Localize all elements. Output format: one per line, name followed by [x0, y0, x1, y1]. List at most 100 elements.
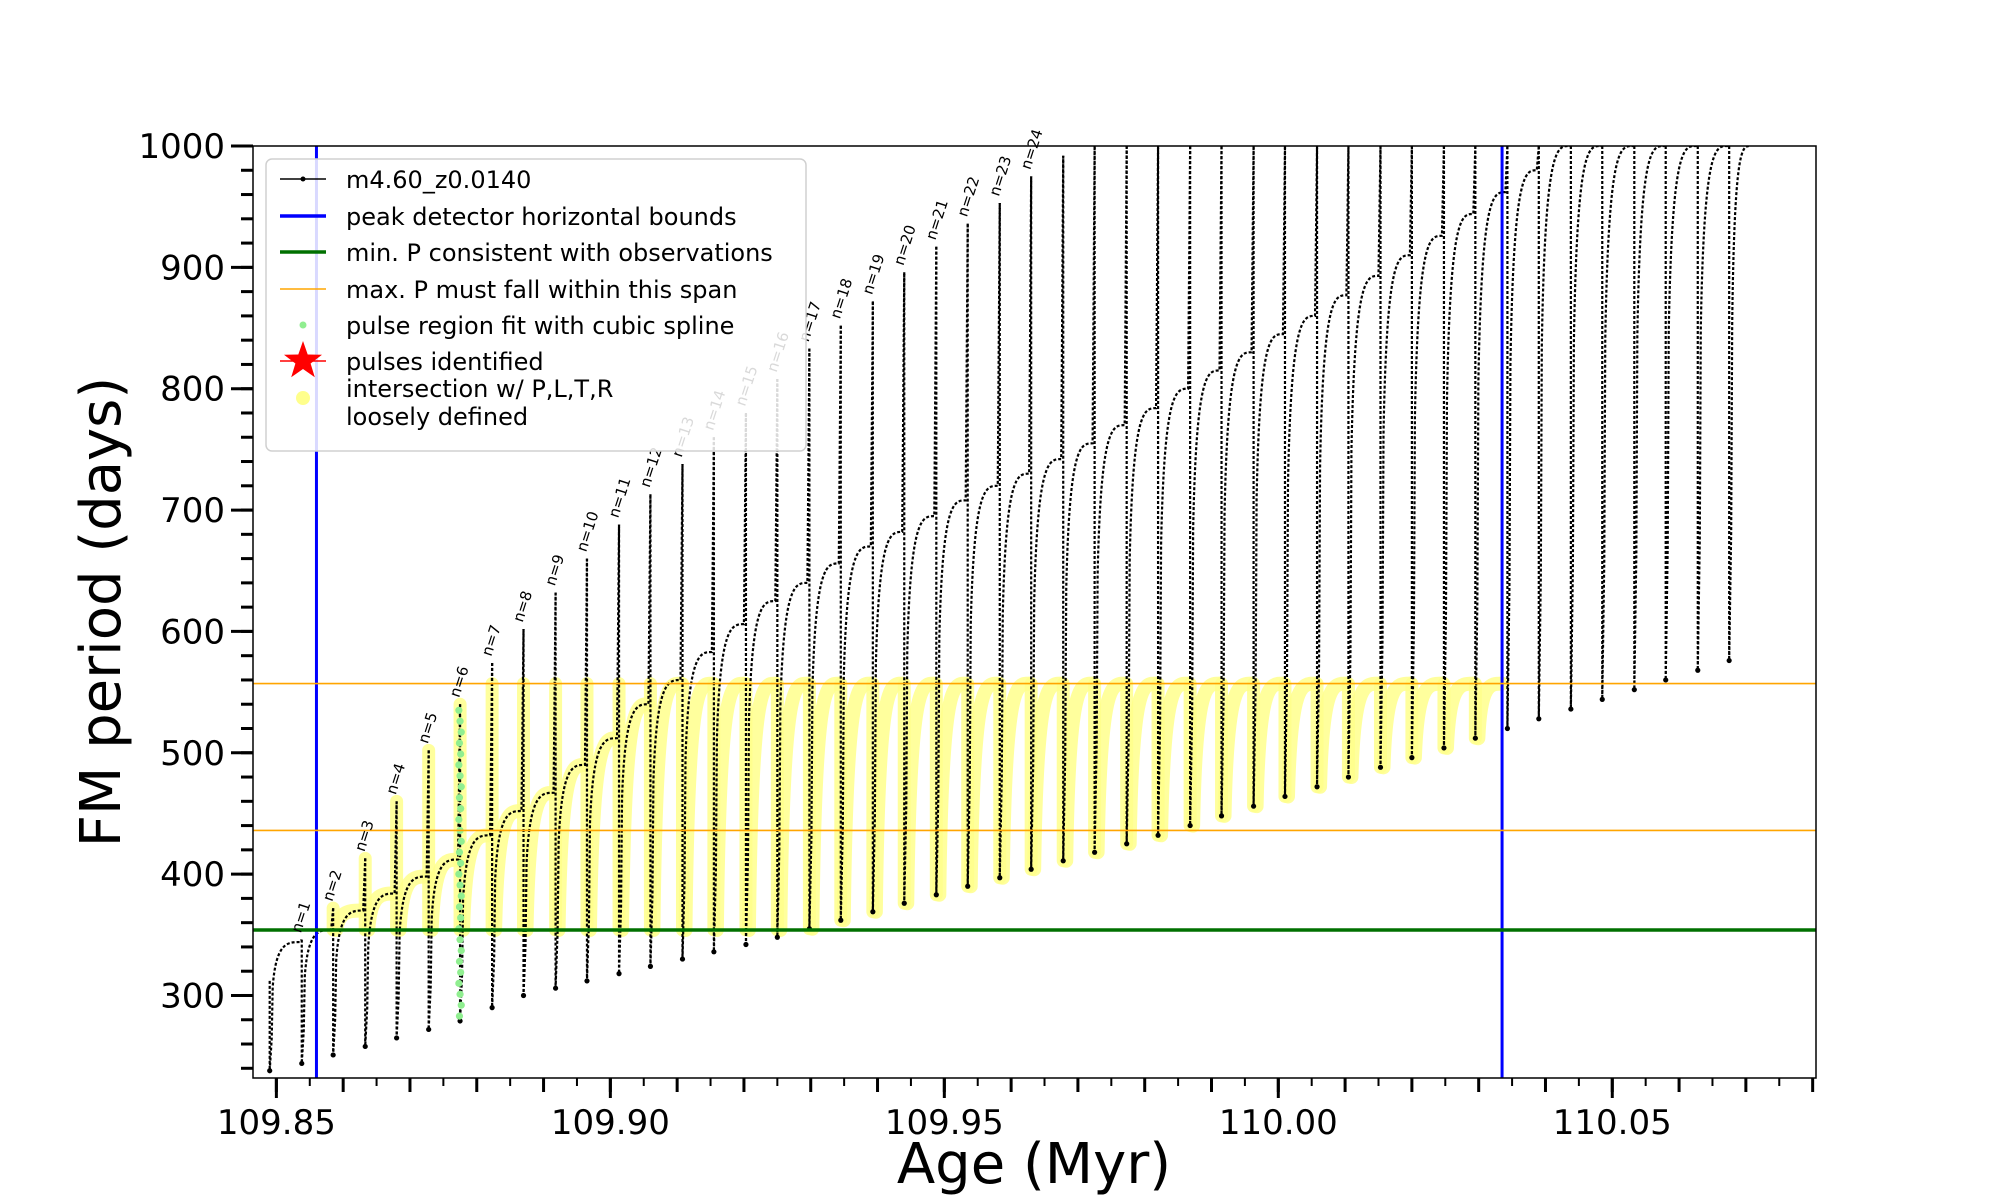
- track-pulse-minimum-point: [1663, 677, 1669, 683]
- reference-lines: [253, 146, 1816, 1078]
- spline-fit-point: [457, 859, 465, 867]
- track-pulse-segment: [1410, 146, 1446, 758]
- spline-fit-point: [457, 892, 465, 900]
- track-pulse-minimum-point: [1218, 813, 1225, 819]
- track-pulse-segment: [1664, 146, 1698, 680]
- track-pulse-minimum-point: [1028, 866, 1034, 872]
- legend-entry: pulses identified: [280, 341, 544, 378]
- x-axis: 109.85 109.90 109.95 110.00 110.05: [217, 1078, 1815, 1143]
- intersection-band-arc: [615, 697, 656, 937]
- track-pulse-minimum-point: [299, 1060, 305, 1067]
- y-tick-label: 800: [160, 370, 225, 410]
- track-pulse-minimum-point: [711, 949, 717, 955]
- spline-fit-point: [456, 772, 464, 780]
- spline-fit-point: [455, 794, 464, 802]
- track-pulse-minimum-point: [1631, 687, 1637, 693]
- track-pulse-segment: [1093, 146, 1128, 853]
- spline-fit-point: [455, 761, 463, 769]
- track-pulse-minimum-point: [1250, 803, 1257, 809]
- track-pulse-segment: [839, 301, 874, 921]
- track-pulse-minimum-point: [1472, 735, 1478, 741]
- track-pulse-segment: [1474, 146, 1509, 739]
- legend-label: pulse region fit with cubic spline: [346, 312, 734, 340]
- y-tick-label: 900: [160, 248, 225, 288]
- track-pulse-segment: [1506, 146, 1540, 729]
- legend-entry: pulse region fit with cubic spline: [299, 312, 734, 340]
- legend-entry: min. P consistent with observations: [280, 239, 773, 267]
- legend-swatch: [299, 321, 307, 329]
- track-pulse-minimum-point: [426, 1026, 432, 1033]
- track-pulse-minimum-point: [1345, 774, 1352, 780]
- spline-fit-point: [455, 739, 464, 747]
- track-pulse-segment: [1030, 155, 1065, 870]
- y-axis: 300 400 500 600 700 800 900 1000: [138, 127, 253, 1070]
- track-pulse-segment: [1156, 146, 1192, 836]
- spline-fit-point: [457, 750, 465, 758]
- track-pulse-minimum-point: [965, 883, 971, 889]
- track-pulse-minimum-point: [1568, 706, 1574, 712]
- track-pulse-minimum-point: [933, 892, 939, 898]
- track-pulse-segment: [871, 272, 906, 912]
- track-pulse-segment: [808, 325, 842, 929]
- track-pulse-segment: [458, 662, 494, 1022]
- legend-label-continued: loosely defined: [346, 403, 528, 431]
- track-pulse-segment: [332, 858, 367, 1056]
- spline-fit-point: [457, 1001, 465, 1009]
- x-axis-label: Age (Myr): [897, 1132, 1171, 1197]
- spline-fit-point: [456, 881, 464, 889]
- legend-label: intersection w/ P,L,T,R: [346, 375, 613, 403]
- track-pulse-segment: [1062, 146, 1096, 861]
- track-pulse-segment: [395, 750, 430, 1039]
- spline-fit-point: [456, 717, 464, 725]
- track-pulse-segment: [300, 908, 335, 1064]
- spline-fit-point: [457, 837, 465, 845]
- legend-label: peak detector horizontal bounds: [346, 203, 737, 231]
- legend-box: [265, 158, 807, 452]
- track-pulse-minimum-point: [616, 971, 622, 977]
- track-pulse-segment: [1442, 146, 1477, 748]
- y-tick-label: 700: [160, 491, 225, 531]
- y-tick-label: 1000: [138, 127, 225, 167]
- track-pulse-minimum-point: [267, 1068, 273, 1074]
- track-pulse-segment: [1125, 146, 1160, 844]
- track-pulse-minimum-point: [552, 985, 559, 991]
- track-pulse-minimum-point: [1155, 832, 1161, 838]
- spline-fit-point: [455, 957, 464, 966]
- track-pulse-segment: [554, 558, 589, 989]
- spline-fit-point: [457, 968, 465, 977]
- track-pulse-minimum-point: [330, 1052, 336, 1058]
- track-pulse-minimum-point: [520, 992, 527, 999]
- track-pulse-minimum-point: [901, 900, 907, 906]
- spline-fit-point: [455, 815, 463, 824]
- y-tick-label: 300: [160, 976, 225, 1016]
- legend-label: m4.60_z0.0140: [346, 166, 531, 194]
- track-pulse-minimum-point: [362, 1043, 368, 1050]
- track-pulse-segment: [1283, 146, 1319, 797]
- legend-entry: m4.60_z0.0140: [280, 166, 531, 194]
- y-tick-label: 400: [160, 855, 225, 895]
- y-tick-label: 600: [160, 612, 225, 652]
- x-tick-label: 109.90: [551, 1103, 670, 1143]
- track-pulse-segment: [744, 378, 779, 945]
- spline-fit-point: [457, 783, 465, 791]
- track-pulse-minimum-point: [1060, 858, 1066, 864]
- track-pulse-segment: [491, 628, 525, 1008]
- spline-fit-point: [456, 990, 464, 998]
- track-pulse-minimum-point: [1187, 822, 1193, 829]
- track-pulse-segment: [617, 494, 652, 974]
- track-pulse-minimum-point: [1409, 755, 1415, 761]
- track-pulse-segment: [1189, 146, 1223, 826]
- legend-swatch: [296, 391, 310, 405]
- spline-fit-point: [457, 914, 465, 922]
- legend-label: pulses identified: [346, 348, 544, 376]
- spline-fit-point: [455, 1012, 464, 1020]
- track-pulse-minimum-point: [1282, 793, 1288, 800]
- track-pulse-minimum-point: [1726, 657, 1732, 664]
- spline-fit-point: [457, 728, 465, 736]
- track-pulse-minimum-point: [1124, 841, 1130, 847]
- track-pulse-minimum-point: [1314, 784, 1320, 790]
- track-pulse-segment: [1347, 146, 1382, 778]
- track-pulse-minimum-point: [394, 1035, 400, 1041]
- legend-swatch-marker: [300, 176, 306, 182]
